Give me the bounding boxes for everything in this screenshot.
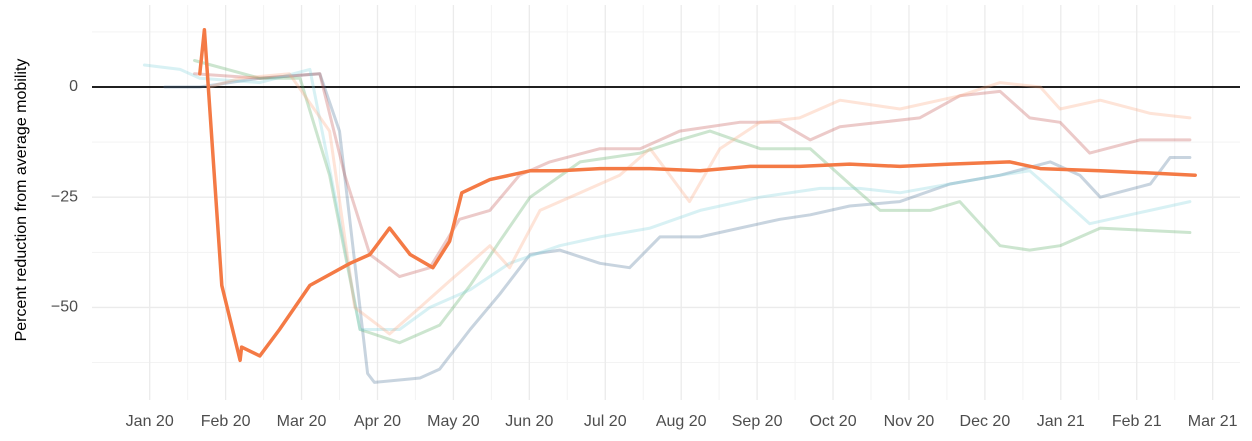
x-tick-label: Jun 20 xyxy=(505,413,553,430)
x-tick-label: May 20 xyxy=(427,413,480,430)
x-tick-label: Feb 20 xyxy=(201,413,251,430)
x-tick-label: Oct 20 xyxy=(809,413,856,430)
x-tick-label: Feb 21 xyxy=(1112,413,1162,430)
x-tick-label: Aug 20 xyxy=(656,413,707,430)
x-tick-label: Jul 20 xyxy=(584,413,627,430)
x-tick-label: Jan 21 xyxy=(1037,413,1085,430)
series-line xyxy=(208,72,1192,336)
y-tick-label: 0 xyxy=(69,78,78,95)
series-line xyxy=(142,63,1192,331)
x-tick-label: Mar 21 xyxy=(1188,413,1238,430)
y-tick-label: −25 xyxy=(51,188,78,205)
series-line xyxy=(193,59,1192,345)
x-tick-label: Apr 20 xyxy=(354,413,401,430)
x-tick-label: Sep 20 xyxy=(732,413,783,430)
series-line xyxy=(163,72,1192,384)
x-tick-label: Mar 20 xyxy=(277,413,327,430)
series-line xyxy=(193,72,1192,279)
x-tick-label: Nov 20 xyxy=(884,413,935,430)
x-tick-label: Jan 20 xyxy=(126,413,174,430)
x-tick-label: Dec 20 xyxy=(960,413,1011,430)
y-tick-label: −50 xyxy=(51,299,78,316)
series-line xyxy=(198,27,1197,363)
y-axis-label: Percent reduction from average mobility xyxy=(13,59,30,342)
